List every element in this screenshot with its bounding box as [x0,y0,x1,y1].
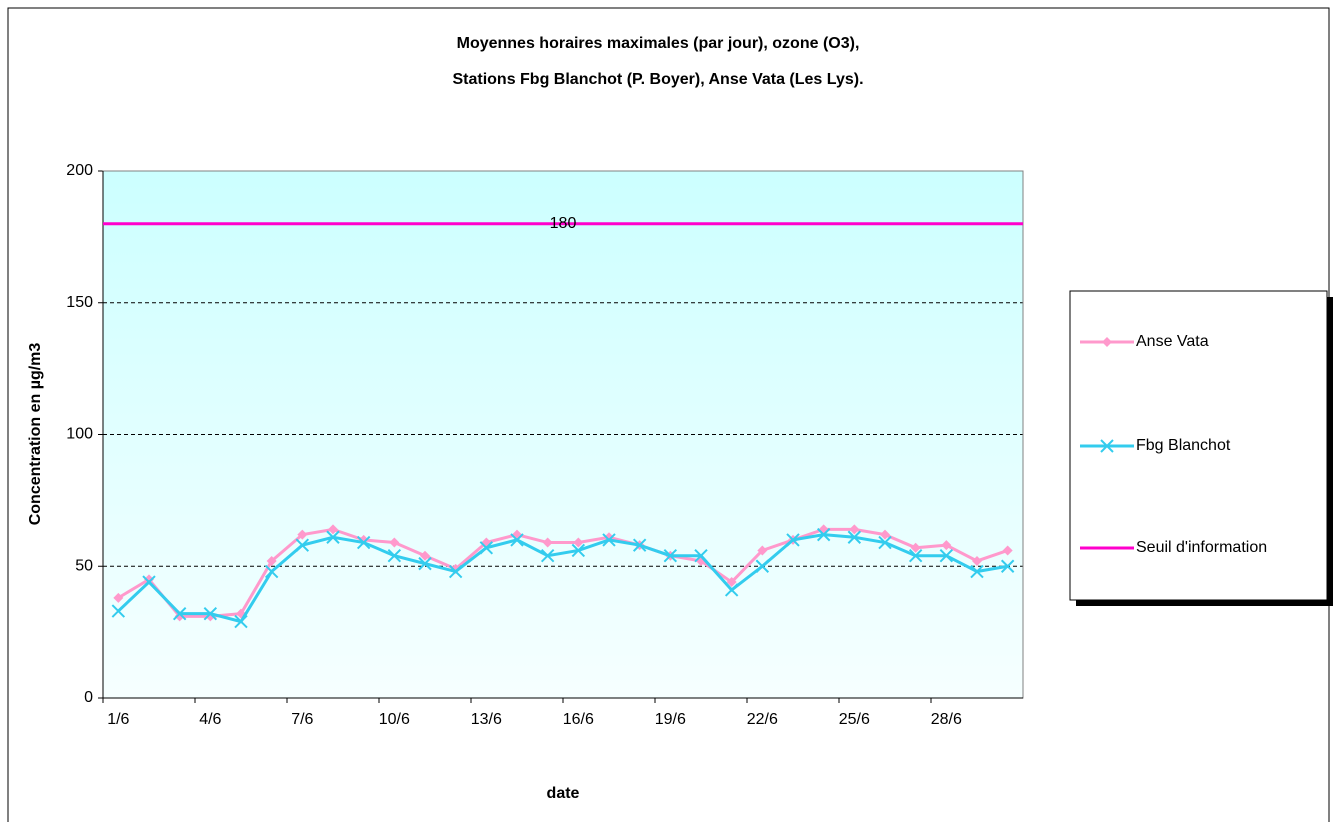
marker [757,545,768,556]
marker [387,549,402,563]
marker [510,533,524,547]
marker [448,564,463,579]
x-tick-label: 28/6 [931,711,962,728]
x-tick-label: 4/6 [199,711,221,728]
marker [203,606,218,621]
marker [420,550,430,561]
marker [972,555,982,566]
marker [144,574,154,585]
x-tick-label: 1/6 [107,711,129,728]
y-tick-label: 0 [84,689,93,706]
chart-title: Moyennes horaires maximales (par jour), … [457,35,860,52]
marker [878,535,892,550]
marker [663,549,678,563]
marker [326,530,340,544]
marker [356,535,371,550]
marker [113,592,124,603]
y-tick-label: 100 [66,426,93,443]
legend-label: Seuil d'information [1136,539,1267,556]
marker [389,537,400,548]
marker [910,542,921,553]
marker [172,606,187,621]
marker [632,538,647,552]
marker [571,543,586,558]
marker [542,537,553,548]
marker [602,533,616,547]
marker [264,564,279,579]
marker [297,529,308,540]
marker [724,583,739,597]
x-tick-label: 10/6 [379,711,410,728]
x-tick-label: 13/6 [471,711,502,728]
x-axis-title: date [547,785,580,802]
y-axis-title: Concentration en µg/m3 [27,343,44,526]
series-line [117,533,1008,624]
marker [970,564,984,579]
x-tick-label: 19/6 [655,711,686,728]
marker [266,555,277,566]
marker [941,540,952,551]
marker [418,556,432,571]
marker [755,559,770,573]
y-tick-label: 200 [66,162,93,179]
marker [939,549,954,563]
marker [786,533,800,547]
marker [540,549,555,563]
marker [908,549,923,563]
marker [573,537,584,548]
x-tick-label: 16/6 [563,711,594,728]
legend-label: Fbg Blanchot [1136,437,1231,454]
marker [847,530,862,544]
marker [816,527,831,542]
series-line [117,527,1009,618]
marker [880,529,890,540]
marker [1100,439,1114,453]
marker [849,524,860,535]
marker [1002,545,1013,556]
marker [1000,559,1015,573]
threshold-label: 180 [550,215,577,232]
legend-label: Anse Vata [1136,333,1209,350]
marker [479,541,494,555]
marker [726,577,737,588]
y-tick-label: 50 [75,557,93,574]
chart-title: Stations Fbg Blanchot (P. Boyer), Anse V… [452,71,863,88]
x-tick-label: 7/6 [291,711,313,728]
marker [142,575,156,589]
marker [328,524,338,535]
marker [234,614,248,629]
marker [111,604,126,618]
marker [1102,337,1112,347]
marker [295,538,310,552]
x-tick-label: 22/6 [747,711,778,728]
y-tick-label: 150 [66,294,93,311]
marker [694,549,708,563]
x-tick-label: 25/6 [839,711,870,728]
